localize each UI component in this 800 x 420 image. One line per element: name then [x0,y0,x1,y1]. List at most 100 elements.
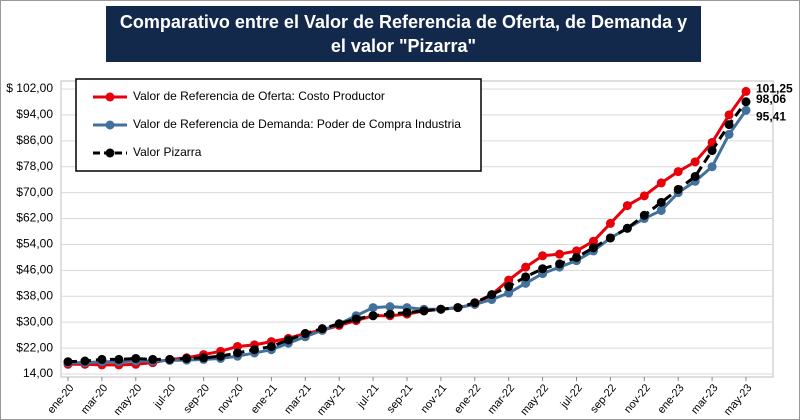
x-tick-label: mar-21 [282,382,314,416]
data-point [148,354,158,364]
data-point [317,324,327,334]
x-tick-label: may-23 [722,382,755,418]
data-point [724,120,734,130]
data-point [182,353,192,363]
x-tick-label: mar-22 [486,382,518,416]
data-point [673,184,683,194]
x-tick-label: sep-20 [181,382,212,415]
data-point [368,311,378,321]
x-tick-label: ene-21 [249,382,280,416]
x-tick-label: ene-22 [452,382,483,416]
legend-label: Valor Pizarra [133,145,202,159]
y-tick-label: $86,00 [16,133,53,147]
data-point [504,288,514,298]
x-tick-label: jul-22 [558,382,585,411]
x-tick-label: jul-21 [354,382,381,411]
data-point [504,282,514,292]
x-tick-label: nov-21 [419,382,450,415]
data-point [504,275,514,285]
data-point [199,353,209,363]
data-point [605,218,615,228]
x-tick-label: mar-23 [689,382,721,416]
data-point [656,178,666,188]
data-point [300,329,310,339]
data-point [572,252,581,262]
data-point [351,314,361,324]
data-point [588,243,598,253]
x-tick-label: nov-22 [622,382,653,415]
data-point [249,345,259,355]
data-point [487,290,497,300]
data-point [233,341,242,351]
legend-label: Valor de Referencia de Oferta: Costo Pro… [133,89,385,103]
data-label: 101,25 [756,82,793,96]
data-label: 98,06 [756,92,786,106]
data-point [385,302,395,312]
data-point [368,303,378,313]
data-point [521,272,531,282]
data-point [673,167,683,177]
data-point [131,353,141,363]
y-tick-label: $ 102,00 [6,81,53,95]
data-point [555,259,565,269]
data-point [233,348,242,358]
data-label: 95,41 [756,110,786,124]
y-tick-label: $22,00 [16,340,53,354]
y-tick-label: $94,00 [16,107,53,121]
data-point [538,251,548,261]
data-point [555,249,565,259]
data-point [639,191,649,201]
data-point [622,201,632,211]
data-point [521,278,531,288]
data-point [656,197,666,207]
data-point [690,157,700,167]
x-tick-label: may-21 [315,382,348,418]
data-point [419,306,429,316]
x-tick-label: jul-20 [151,382,178,411]
y-tick-label: $38,00 [16,288,53,302]
x-tick-label: sep-22 [588,382,619,415]
data-point [741,105,751,115]
data-point [436,304,446,314]
data-point [80,356,90,366]
data-point [402,307,412,317]
data-point [656,205,666,215]
data-point [97,354,107,364]
data-point [690,171,700,181]
y-tick-label: $78,00 [16,159,53,173]
x-tick-label: may-22 [518,382,551,418]
data-point [266,341,276,351]
data-point [707,146,717,156]
chart-title: Comparativo entre el Valor de Referencia… [106,6,701,62]
data-point [639,210,649,220]
data-point [470,298,480,308]
data-point [63,357,73,367]
series-line [67,100,748,364]
x-tick-label: mar-20 [79,382,111,416]
data-point [385,309,395,319]
data-point [334,319,344,329]
legend-marker [105,92,115,102]
x-tick-label: nov-20 [215,382,246,415]
data-point [538,264,548,274]
data-point [741,86,751,96]
y-tick-label: $62,00 [16,211,53,225]
legend-label: Valor de Referencia de Demanda: Poder de… [133,117,461,131]
data-point [605,233,615,243]
data-point [521,262,531,272]
legend-marker [105,120,115,130]
data-point [588,236,598,246]
data-point [453,303,463,313]
data-point [165,354,175,364]
x-tick-label: sep-21 [385,382,416,415]
data-point [283,335,293,345]
y-tick-label: $46,00 [16,263,53,277]
data-point [724,110,734,120]
data-point [114,354,124,364]
legend-box [75,78,482,172]
y-tick-label: $70,00 [16,185,53,199]
legend-marker [105,148,115,158]
data-point [216,351,226,361]
